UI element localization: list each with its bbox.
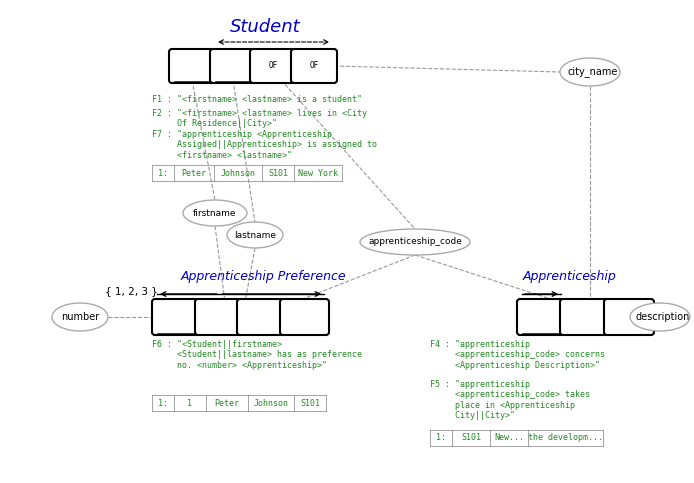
Text: description: description: [636, 312, 691, 322]
Text: S101: S101: [300, 398, 320, 408]
Text: 1: 1: [187, 398, 192, 408]
FancyBboxPatch shape: [250, 49, 296, 83]
Ellipse shape: [183, 200, 247, 226]
Text: apprenticeship_code: apprenticeship_code: [368, 238, 462, 246]
FancyBboxPatch shape: [560, 299, 610, 335]
Text: Johnson: Johnson: [253, 398, 289, 408]
FancyBboxPatch shape: [169, 49, 215, 83]
Text: S101: S101: [461, 434, 481, 442]
Text: lastname: lastname: [234, 230, 276, 240]
Text: OF: OF: [269, 61, 278, 71]
FancyBboxPatch shape: [604, 299, 654, 335]
Text: city_name: city_name: [568, 67, 618, 77]
Text: the developm...: the developm...: [528, 434, 603, 442]
Ellipse shape: [52, 303, 108, 331]
Text: firstname: firstname: [193, 209, 237, 217]
Text: F1 : "<firstname> <lastname> is a student": F1 : "<firstname> <lastname> is a studen…: [152, 95, 362, 104]
Text: S101: S101: [268, 169, 288, 177]
Text: F4 : "apprenticeship
     <apprenticeship_code> concerns
     <Apprenticeship De: F4 : "apprenticeship <apprenticeship_cod…: [430, 340, 605, 370]
Text: New...: New...: [494, 434, 524, 442]
Text: New York: New York: [298, 169, 338, 177]
Ellipse shape: [360, 229, 470, 255]
Text: Apprenticeship Preference: Apprenticeship Preference: [180, 270, 346, 283]
FancyBboxPatch shape: [237, 299, 286, 335]
FancyBboxPatch shape: [517, 299, 566, 335]
Text: OF: OF: [310, 61, 319, 71]
FancyBboxPatch shape: [210, 49, 256, 83]
Text: number: number: [61, 312, 99, 322]
Text: 1:: 1:: [158, 169, 168, 177]
Text: { 1, 2, 3 }: { 1, 2, 3 }: [105, 286, 158, 296]
FancyBboxPatch shape: [280, 299, 329, 335]
Text: Peter: Peter: [214, 398, 239, 408]
Ellipse shape: [227, 222, 283, 248]
Ellipse shape: [630, 303, 690, 331]
Text: Johnson: Johnson: [221, 169, 255, 177]
Text: 1:: 1:: [158, 398, 168, 408]
Text: Student: Student: [230, 18, 301, 36]
Text: 1:: 1:: [436, 434, 446, 442]
FancyBboxPatch shape: [291, 49, 337, 83]
Text: Apprenticeship: Apprenticeship: [523, 270, 617, 283]
Text: F7 : "apprenticeship <Apprenticeship
     Assigned||Apprenticeship> is assigned : F7 : "apprenticeship <Apprenticeship Ass…: [152, 130, 377, 160]
FancyBboxPatch shape: [152, 299, 201, 335]
Ellipse shape: [560, 58, 620, 86]
Text: Peter: Peter: [182, 169, 207, 177]
FancyBboxPatch shape: [195, 299, 244, 335]
Text: F2 : "<firstname> <lastname> lives in <City
     Of Residence||City>": F2 : "<firstname> <lastname> lives in <C…: [152, 109, 367, 128]
Text: F6 : "<Student||firstname>
     <Student||lastname> has as preference
     no. <: F6 : "<Student||firstname> <Student||las…: [152, 340, 362, 370]
Text: F5 : "apprenticeship
     <apprenticeship_code> takes
     place in <Apprentices: F5 : "apprenticeship <apprenticeship_cod…: [430, 380, 590, 420]
